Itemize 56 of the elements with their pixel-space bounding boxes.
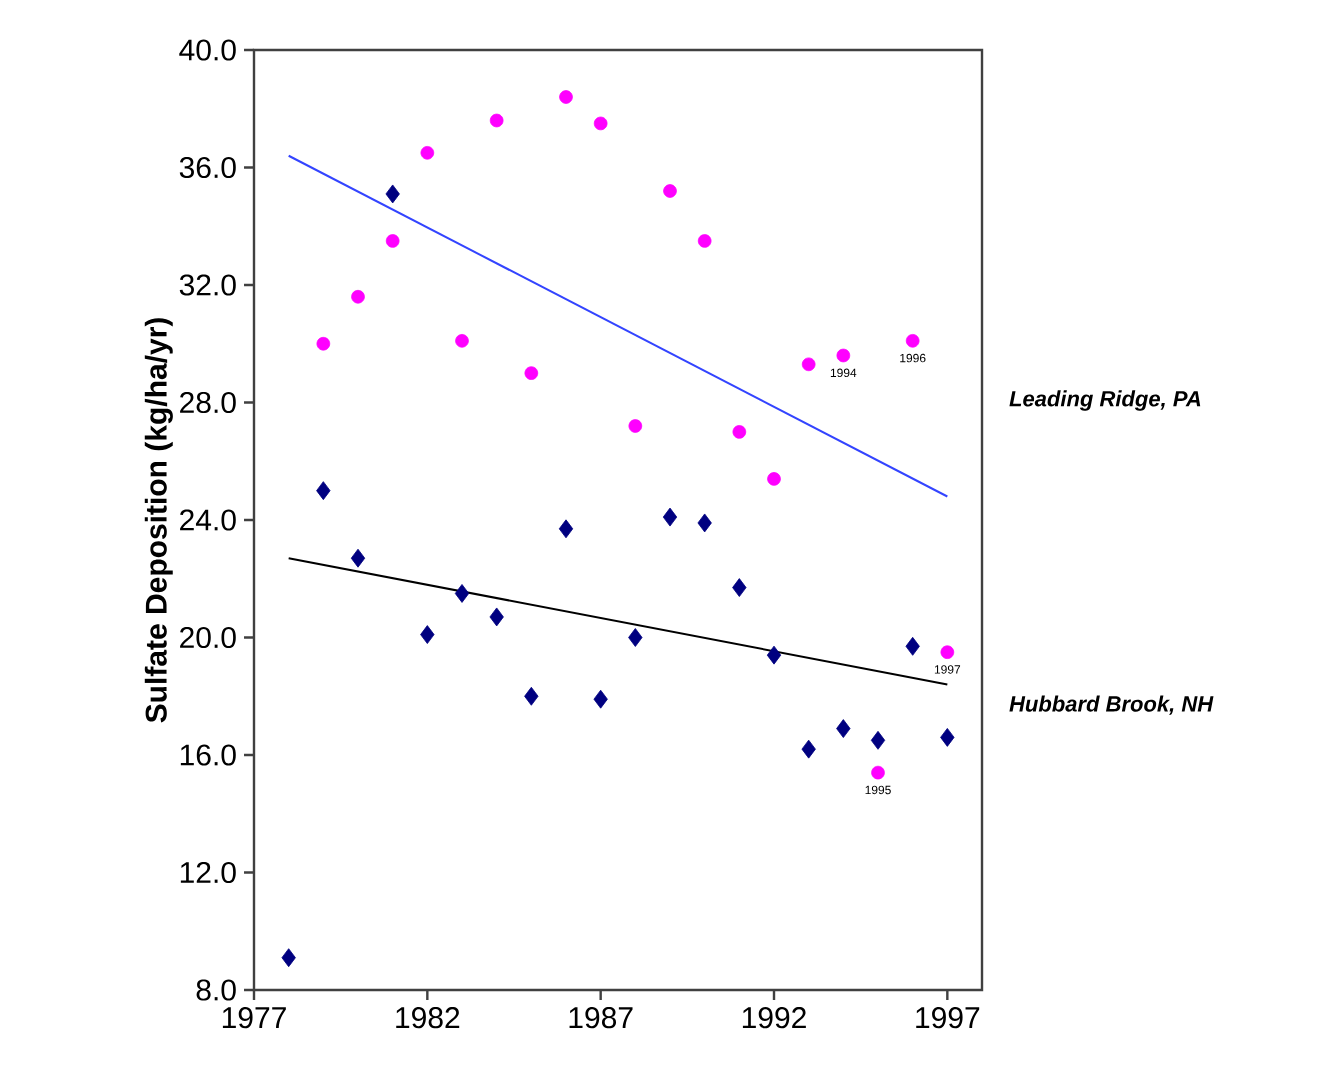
point — [420, 625, 435, 644]
point — [801, 739, 816, 759]
y-tick-label: 20.0 — [180, 626, 236, 649]
point — [489, 607, 504, 627]
point — [316, 336, 331, 351]
point — [801, 357, 816, 372]
point — [940, 645, 955, 659]
y-tick-label: 28.0 — [180, 391, 236, 414]
point — [662, 507, 678, 527]
y-tick-label: 40.0 — [179, 39, 236, 61]
point — [524, 686, 539, 706]
y-tick-label: 32.0 — [179, 274, 236, 296]
point — [871, 765, 885, 780]
point — [524, 366, 539, 380]
point — [454, 584, 470, 603]
point — [905, 334, 920, 348]
point — [732, 425, 747, 439]
point — [593, 689, 608, 709]
point — [905, 636, 920, 656]
point — [351, 289, 365, 304]
point — [489, 113, 504, 128]
y-tick-label: 16.0 — [180, 744, 236, 766]
point — [628, 628, 643, 647]
point — [870, 730, 886, 750]
point — [732, 578, 747, 597]
point — [940, 727, 955, 747]
point — [420, 146, 435, 160]
point — [766, 645, 782, 665]
point — [663, 184, 677, 198]
text: Hubbard Brook, NH — [1009, 695, 1214, 715]
point — [455, 334, 469, 348]
point — [697, 513, 712, 533]
point — [628, 419, 643, 433]
x-tick-label: 1982 — [396, 1007, 460, 1029]
y-tick-label: 24.0 — [180, 509, 236, 531]
point — [281, 948, 296, 968]
point — [836, 719, 851, 738]
point — [316, 481, 331, 501]
point — [385, 234, 400, 248]
point — [836, 348, 851, 363]
point — [559, 90, 573, 104]
point — [350, 548, 366, 568]
x-tick-label: 1977 — [222, 1007, 286, 1029]
point — [558, 519, 574, 539]
point — [697, 234, 712, 248]
y-tick-label: 8.0 — [196, 979, 236, 1001]
x-tick-label: 1987 — [569, 1007, 633, 1029]
x-tick-label: 1997 — [916, 1007, 980, 1029]
y-axis-title: Sulfate Deposition (kg/ha/yr) — [144, 318, 173, 723]
x-tick-label: 1992 — [742, 1007, 806, 1029]
y-tick-label: 36.0 — [179, 156, 236, 179]
y-tick-label: 12.0 — [180, 861, 236, 884]
point — [385, 184, 400, 204]
point — [593, 116, 608, 131]
text: Leading Ridge, PA — [1009, 390, 1201, 411]
point — [767, 472, 781, 486]
